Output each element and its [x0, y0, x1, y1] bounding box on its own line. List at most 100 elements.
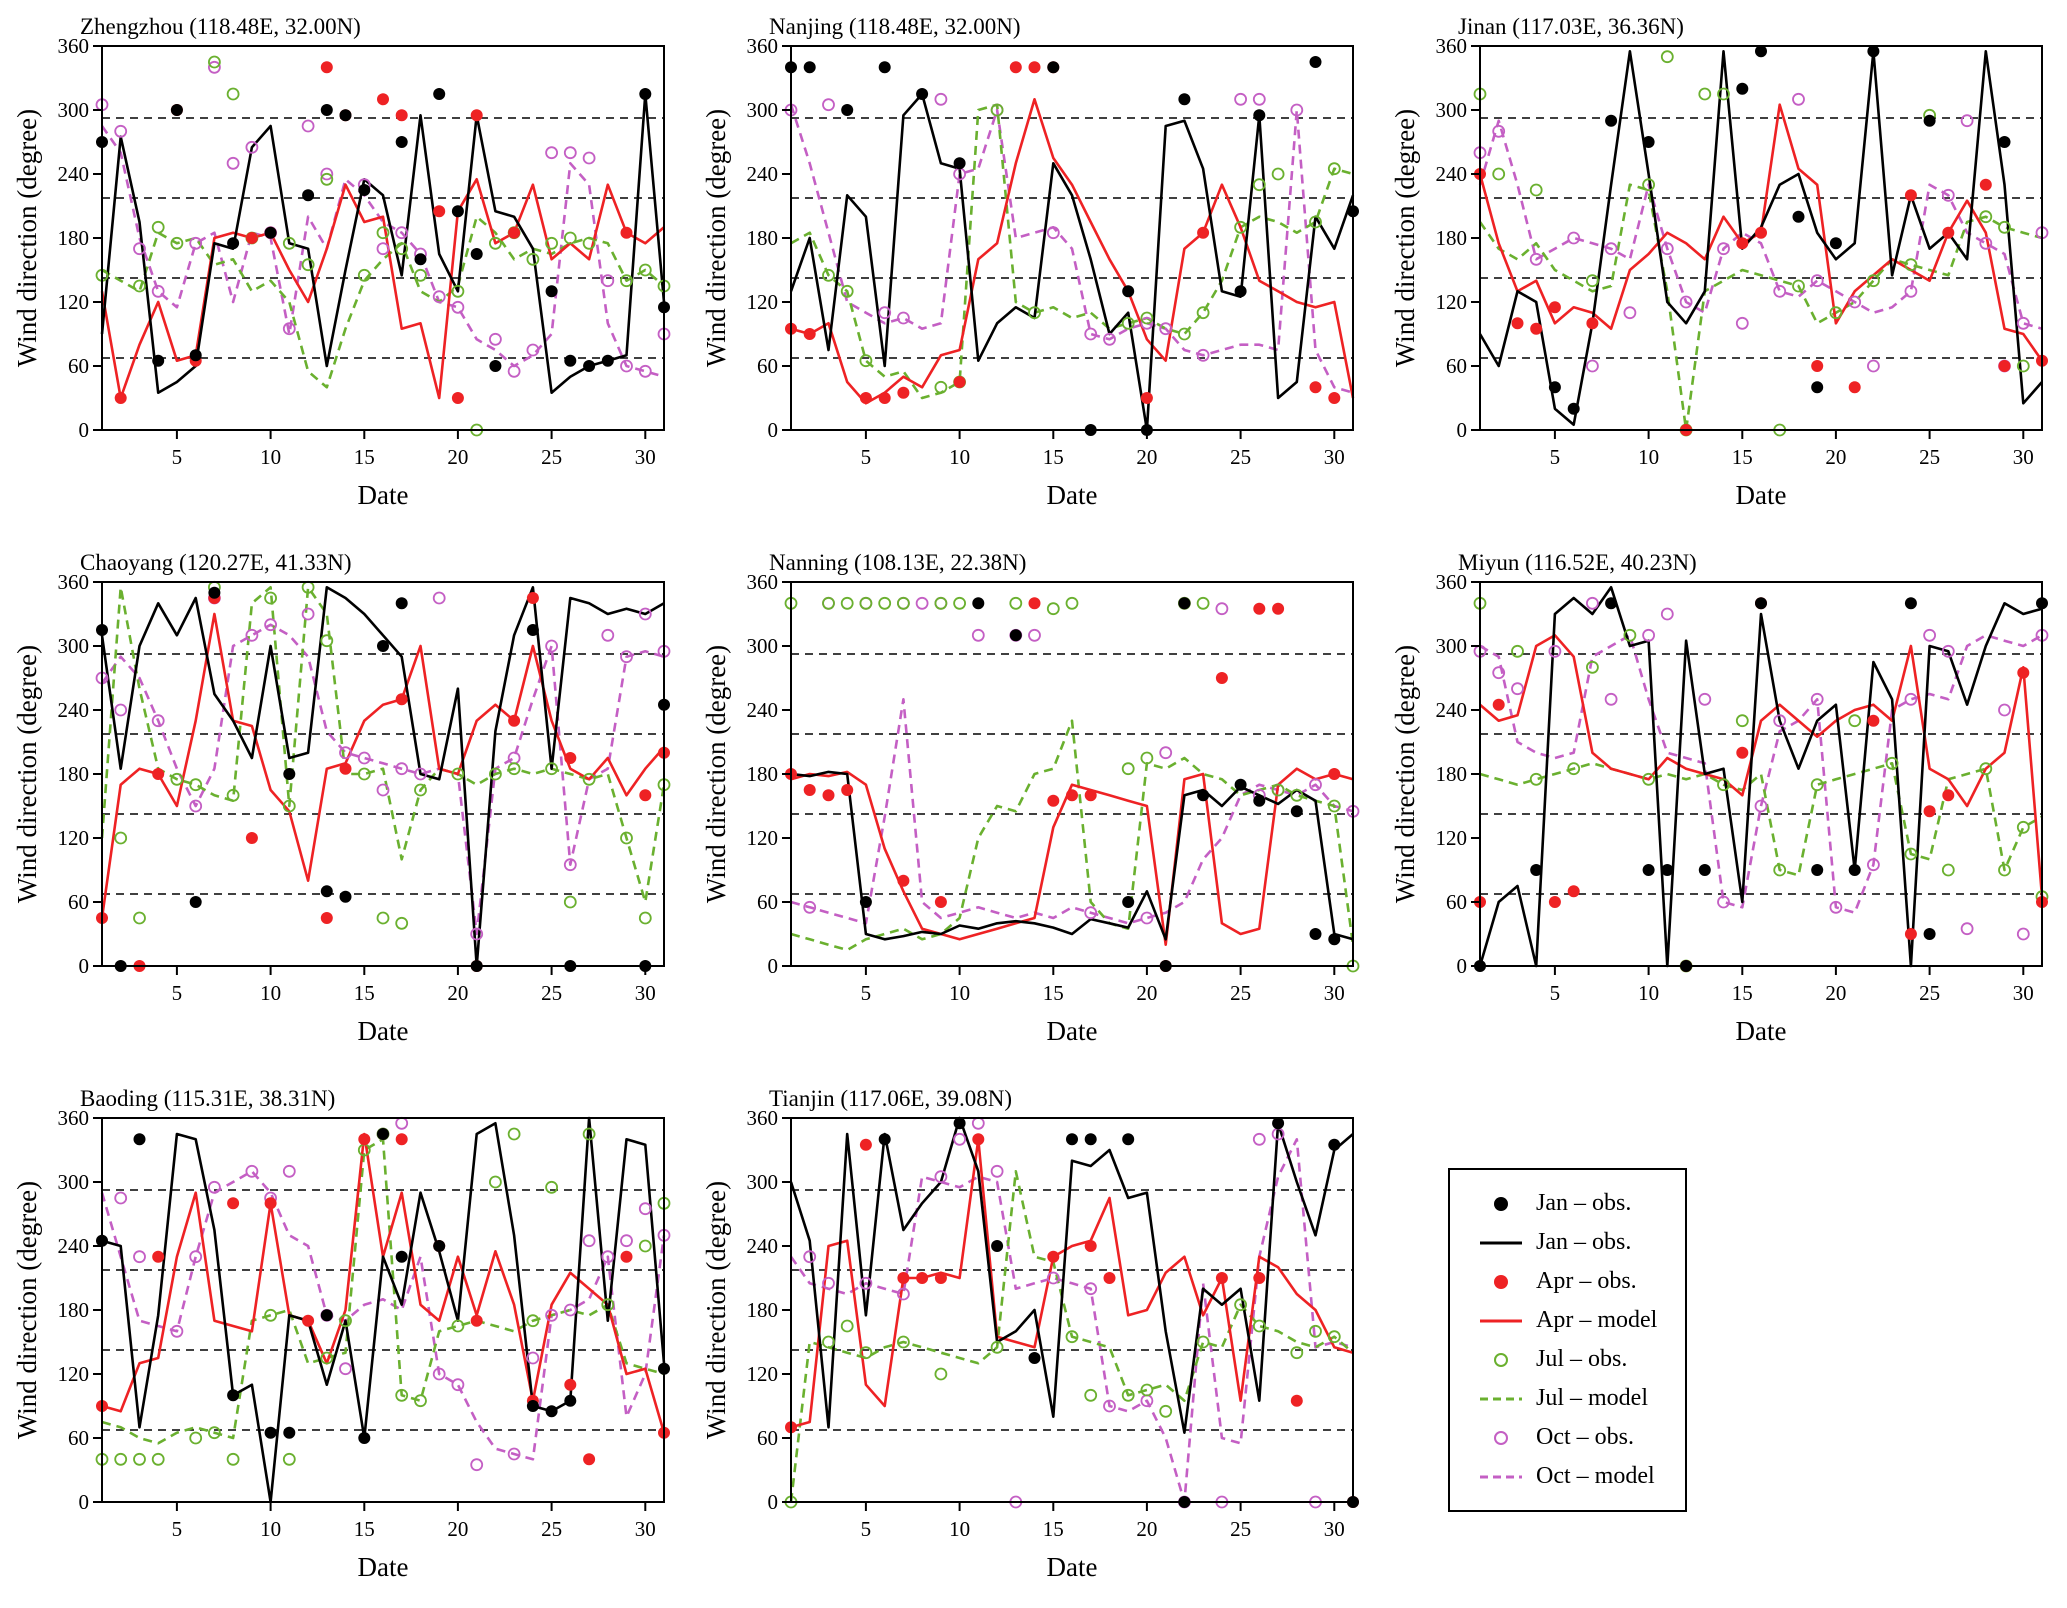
legend-item: Apr – model	[1478, 1307, 1657, 1334]
legend-label: Apr – model	[1536, 1307, 1658, 1333]
svg-text:15: 15	[1731, 981, 1752, 1005]
zhengzhou-chart: 0 60 120 180 240 300 360 5 10 15 20 25 30 Zhengzhou (…	[12, 14, 670, 510]
svg-text:25: 25	[1230, 445, 1251, 469]
chaoyang-chart: 0 60 120 180 240 300 360 5 10 15 20 25 30 Chaoyang (1…	[12, 550, 670, 1046]
svg-text:300: 300	[57, 634, 89, 658]
svg-text:240: 240	[1435, 698, 1467, 722]
svg-text:360: 360	[1435, 34, 1467, 58]
svg-text:360: 360	[746, 34, 778, 58]
svg-text:180: 180	[746, 226, 778, 250]
miyun-chart: 0 60 120 180 240 300 360 5 10 15 20 25 30 Miyun (116.…	[1390, 550, 2048, 1046]
svg-text:Wind direction (degree): Wind direction (degree)	[12, 109, 42, 367]
svg-text:10: 10	[260, 1517, 281, 1541]
svg-text:20: 20	[1136, 445, 1157, 469]
legend-item: Jul – model	[1478, 1385, 1657, 1412]
svg-text:240: 240	[1435, 162, 1467, 186]
svg-text:20: 20	[447, 981, 468, 1005]
jul-model-dashed-line-icon	[1478, 1388, 1524, 1410]
nanjing-chart: 0 60 120 180 240 300 360 5 10 15 20 25 30 Nanjing (11…	[701, 14, 1359, 510]
svg-text:300: 300	[746, 98, 778, 122]
svg-text:300: 300	[746, 634, 778, 658]
svg-text:0: 0	[78, 1490, 89, 1514]
svg-text:0: 0	[78, 418, 89, 442]
svg-text:10: 10	[949, 981, 970, 1005]
svg-text:300: 300	[1435, 98, 1467, 122]
svg-text:Date: Date	[1046, 1016, 1097, 1046]
svg-text:5: 5	[860, 445, 871, 469]
svg-text:Date: Date	[357, 1552, 408, 1582]
svg-text:10: 10	[260, 981, 281, 1005]
svg-text:180: 180	[57, 762, 89, 786]
svg-text:120: 120	[1435, 290, 1467, 314]
svg-text:300: 300	[57, 1170, 89, 1194]
svg-text:Wind direction (degree): Wind direction (degree)	[1390, 645, 1420, 903]
svg-text:Miyun (116.52E, 40.23N): Miyun (116.52E, 40.23N)	[1458, 550, 1697, 575]
svg-text:10: 10	[1638, 445, 1659, 469]
svg-text:30: 30	[634, 1517, 655, 1541]
svg-text:Date: Date	[1046, 1552, 1097, 1582]
svg-text:180: 180	[57, 1298, 89, 1322]
svg-text:10: 10	[949, 1517, 970, 1541]
chart-panel-jinan: 0 60 120 180 240 300 360 5 10 15 20 25 30 Jinan (117.…	[1378, 0, 2067, 536]
jan-model-line-icon	[1478, 1232, 1524, 1254]
svg-text:300: 300	[1435, 634, 1467, 658]
svg-text:240: 240	[746, 162, 778, 186]
svg-text:Tianjin (117.06E, 39.08N): Tianjin (117.06E, 39.08N)	[769, 1086, 1012, 1111]
svg-text:Wind direction (degree): Wind direction (degree)	[12, 645, 42, 903]
svg-text:30: 30	[2012, 981, 2033, 1005]
svg-text:0: 0	[1456, 954, 1467, 978]
svg-text:240: 240	[57, 1234, 89, 1258]
svg-text:15: 15	[1042, 445, 1063, 469]
legend-label: Jul – obs.	[1536, 1346, 1628, 1372]
chart-panel-nanjing: 0 60 120 180 240 300 360 5 10 15 20 25 30 Nanjing (11…	[689, 0, 1378, 536]
svg-text:Wind direction (degree): Wind direction (degree)	[701, 109, 731, 367]
svg-text:360: 360	[746, 570, 778, 594]
legend-label: Oct – obs.	[1536, 1424, 1634, 1450]
svg-text:120: 120	[746, 290, 778, 314]
svg-text:0: 0	[767, 418, 778, 442]
apr-obs-dot-icon	[1478, 1271, 1524, 1293]
svg-text:60: 60	[68, 890, 89, 914]
legend-item: Apr – obs.	[1478, 1268, 1657, 1295]
chart-panel-zhengzhou: 0 60 120 180 240 300 360 5 10 15 20 25 30 Zhengzhou (…	[0, 0, 689, 536]
svg-text:360: 360	[57, 34, 89, 58]
svg-text:Date: Date	[1046, 480, 1097, 510]
legend-item: Oct – obs.	[1478, 1424, 1657, 1451]
svg-text:60: 60	[1446, 354, 1467, 378]
legend-label: Jul – model	[1536, 1385, 1648, 1411]
svg-text:25: 25	[1919, 981, 1940, 1005]
svg-text:15: 15	[1731, 445, 1752, 469]
svg-text:Wind direction (degree): Wind direction (degree)	[701, 645, 731, 903]
svg-text:15: 15	[1042, 1517, 1063, 1541]
svg-text:120: 120	[57, 1362, 89, 1386]
oct-obs-circle-icon	[1478, 1427, 1524, 1449]
svg-text:60: 60	[757, 890, 778, 914]
svg-text:Date: Date	[1735, 1016, 1786, 1046]
svg-text:20: 20	[447, 1517, 468, 1541]
svg-text:180: 180	[1435, 762, 1467, 786]
svg-text:0: 0	[1456, 418, 1467, 442]
svg-text:0: 0	[767, 954, 778, 978]
chart-panel-tianjin: 0 60 120 180 240 300 360 5 10 15 20 25 30 Tianjin (11…	[689, 1072, 1378, 1608]
legend-label: Apr – obs.	[1536, 1268, 1637, 1294]
legend-label: Oct – model	[1536, 1463, 1655, 1489]
svg-text:25: 25	[541, 445, 562, 469]
svg-text:Nanjing (118.48E, 32.00N): Nanjing (118.48E, 32.00N)	[769, 14, 1020, 39]
svg-text:30: 30	[2012, 445, 2033, 469]
svg-text:15: 15	[353, 445, 374, 469]
svg-text:20: 20	[1825, 981, 1846, 1005]
svg-text:20: 20	[1136, 1517, 1157, 1541]
svg-text:30: 30	[634, 981, 655, 1005]
svg-text:30: 30	[1323, 445, 1344, 469]
legend-item: Jan – obs.	[1478, 1229, 1657, 1256]
svg-text:25: 25	[541, 1517, 562, 1541]
legend: Jan – obs. Jan – obs. Apr – obs. Apr – m…	[1448, 1168, 1688, 1512]
legend-label: Jan – obs.	[1536, 1229, 1632, 1255]
svg-text:Date: Date	[357, 1016, 408, 1046]
svg-text:Wind direction (degree): Wind direction (degree)	[701, 1181, 731, 1439]
svg-text:15: 15	[1042, 981, 1063, 1005]
svg-text:25: 25	[1919, 445, 1940, 469]
legend-label: Jan – obs.	[1536, 1190, 1632, 1216]
baoding-chart: 0 60 120 180 240 300 360 5 10 15 20 25 30 Baoding (11…	[12, 1086, 670, 1582]
